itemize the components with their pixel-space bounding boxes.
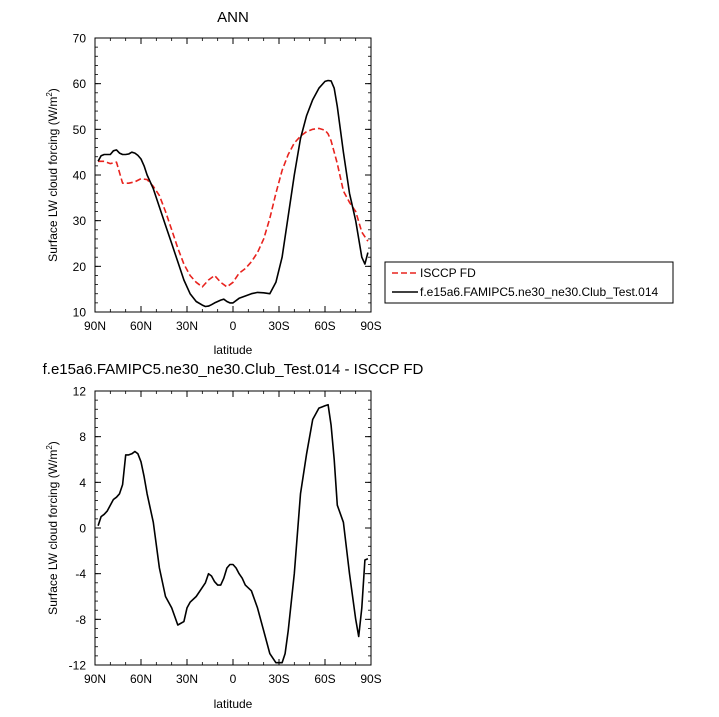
top-xtick-label-4: 30S [268,319,289,333]
bottom-xtick-label-3: 0 [230,672,237,686]
bottom-ytick-label-3: 0 [79,522,86,536]
bottom-series-0-line [97,403,369,664]
bottom-ytick-label-0: -12 [69,659,87,673]
bottom-chart-title: f.e15a6.FAMIPC5.ne30_ne30.Club_Test.014 … [43,361,424,378]
bottom-xtick-label-6: 90S [360,672,381,686]
top-chart-frame [94,37,372,313]
bottom-chart-frame [94,390,372,666]
top-ytick-label-4: 50 [73,123,87,137]
bottom-ytick-label-4: 4 [79,476,86,490]
top-ytick-label-2: 30 [73,214,87,228]
bottom-chart-ylabel: Surface LW cloud forcing (W/m2) [45,441,60,615]
bottom-chart: f.e15a6.FAMIPC5.ne30_ne30.Club_Test.014 … [43,361,424,711]
bottom-xtick-label-5: 60S [314,672,335,686]
top-ytick-label-3: 40 [73,169,87,183]
top-chart-xlabel: latitude [214,343,253,357]
bottom-chart-xlabel: latitude [214,697,253,711]
bottom-xtick-label-2: 30N [176,672,198,686]
top-ytick-label-5: 60 [73,77,87,91]
top-xtick-label-5: 60S [314,319,335,333]
top-xtick-label-3: 0 [230,319,237,333]
top-xtick-label-0: 90N [84,319,106,333]
top-ytick-label-6: 70 [73,32,87,46]
top-chart-ylabel-suffix: ) [46,88,60,92]
top-chart: ANN 10 20 30 40 50 60 70 90N 60N 30N 0 30S 60S 90S la… [45,9,674,357]
bottom-xtick-label-1: 60N [130,672,152,686]
bottom-chart-ylabel-suffix: ) [46,441,60,445]
bottom-ytick-label-6: 12 [73,385,87,399]
top-xtick-label-6: 90S [360,319,381,333]
top-series-0-line [98,127,369,288]
legend-label-isccp: ISCCP FD [420,266,476,280]
bottom-xtick-label-0: 90N [84,672,106,686]
top-xtick-label-2: 30N [176,319,198,333]
bottom-ytick-label-1: -8 [75,613,86,627]
bottom-chart-ylabel-sup: 2 [45,445,54,450]
legend-label-model: f.e15a6.FAMIPC5.ne30_ne30.Club_Test.014 [420,285,658,299]
legend-box [384,261,674,304]
bottom-ytick-label-2: -4 [75,567,86,581]
top-chart-ylabel: Surface LW cloud forcing (W/m2) [45,88,60,262]
top-series-1-line [97,79,369,308]
legend: ISCCP FD f.e15a6.FAMIPC5.ne30_ne30.Club_… [384,261,674,304]
top-chart-ylabel-main: Surface LW cloud forcing (W/m [46,97,60,262]
bottom-xtick-label-4: 30S [268,672,289,686]
top-chart-ylabel-sup: 2 [45,92,54,97]
top-xtick-label-1: 60N [130,319,152,333]
top-ytick-label-1: 20 [73,260,87,274]
bottom-ytick-label-5: 8 [79,430,86,444]
top-chart-title: ANN [217,9,249,26]
bottom-chart-ylabel-main: Surface LW cloud forcing (W/m [46,450,60,615]
top-ytick-label-0: 10 [73,306,87,320]
